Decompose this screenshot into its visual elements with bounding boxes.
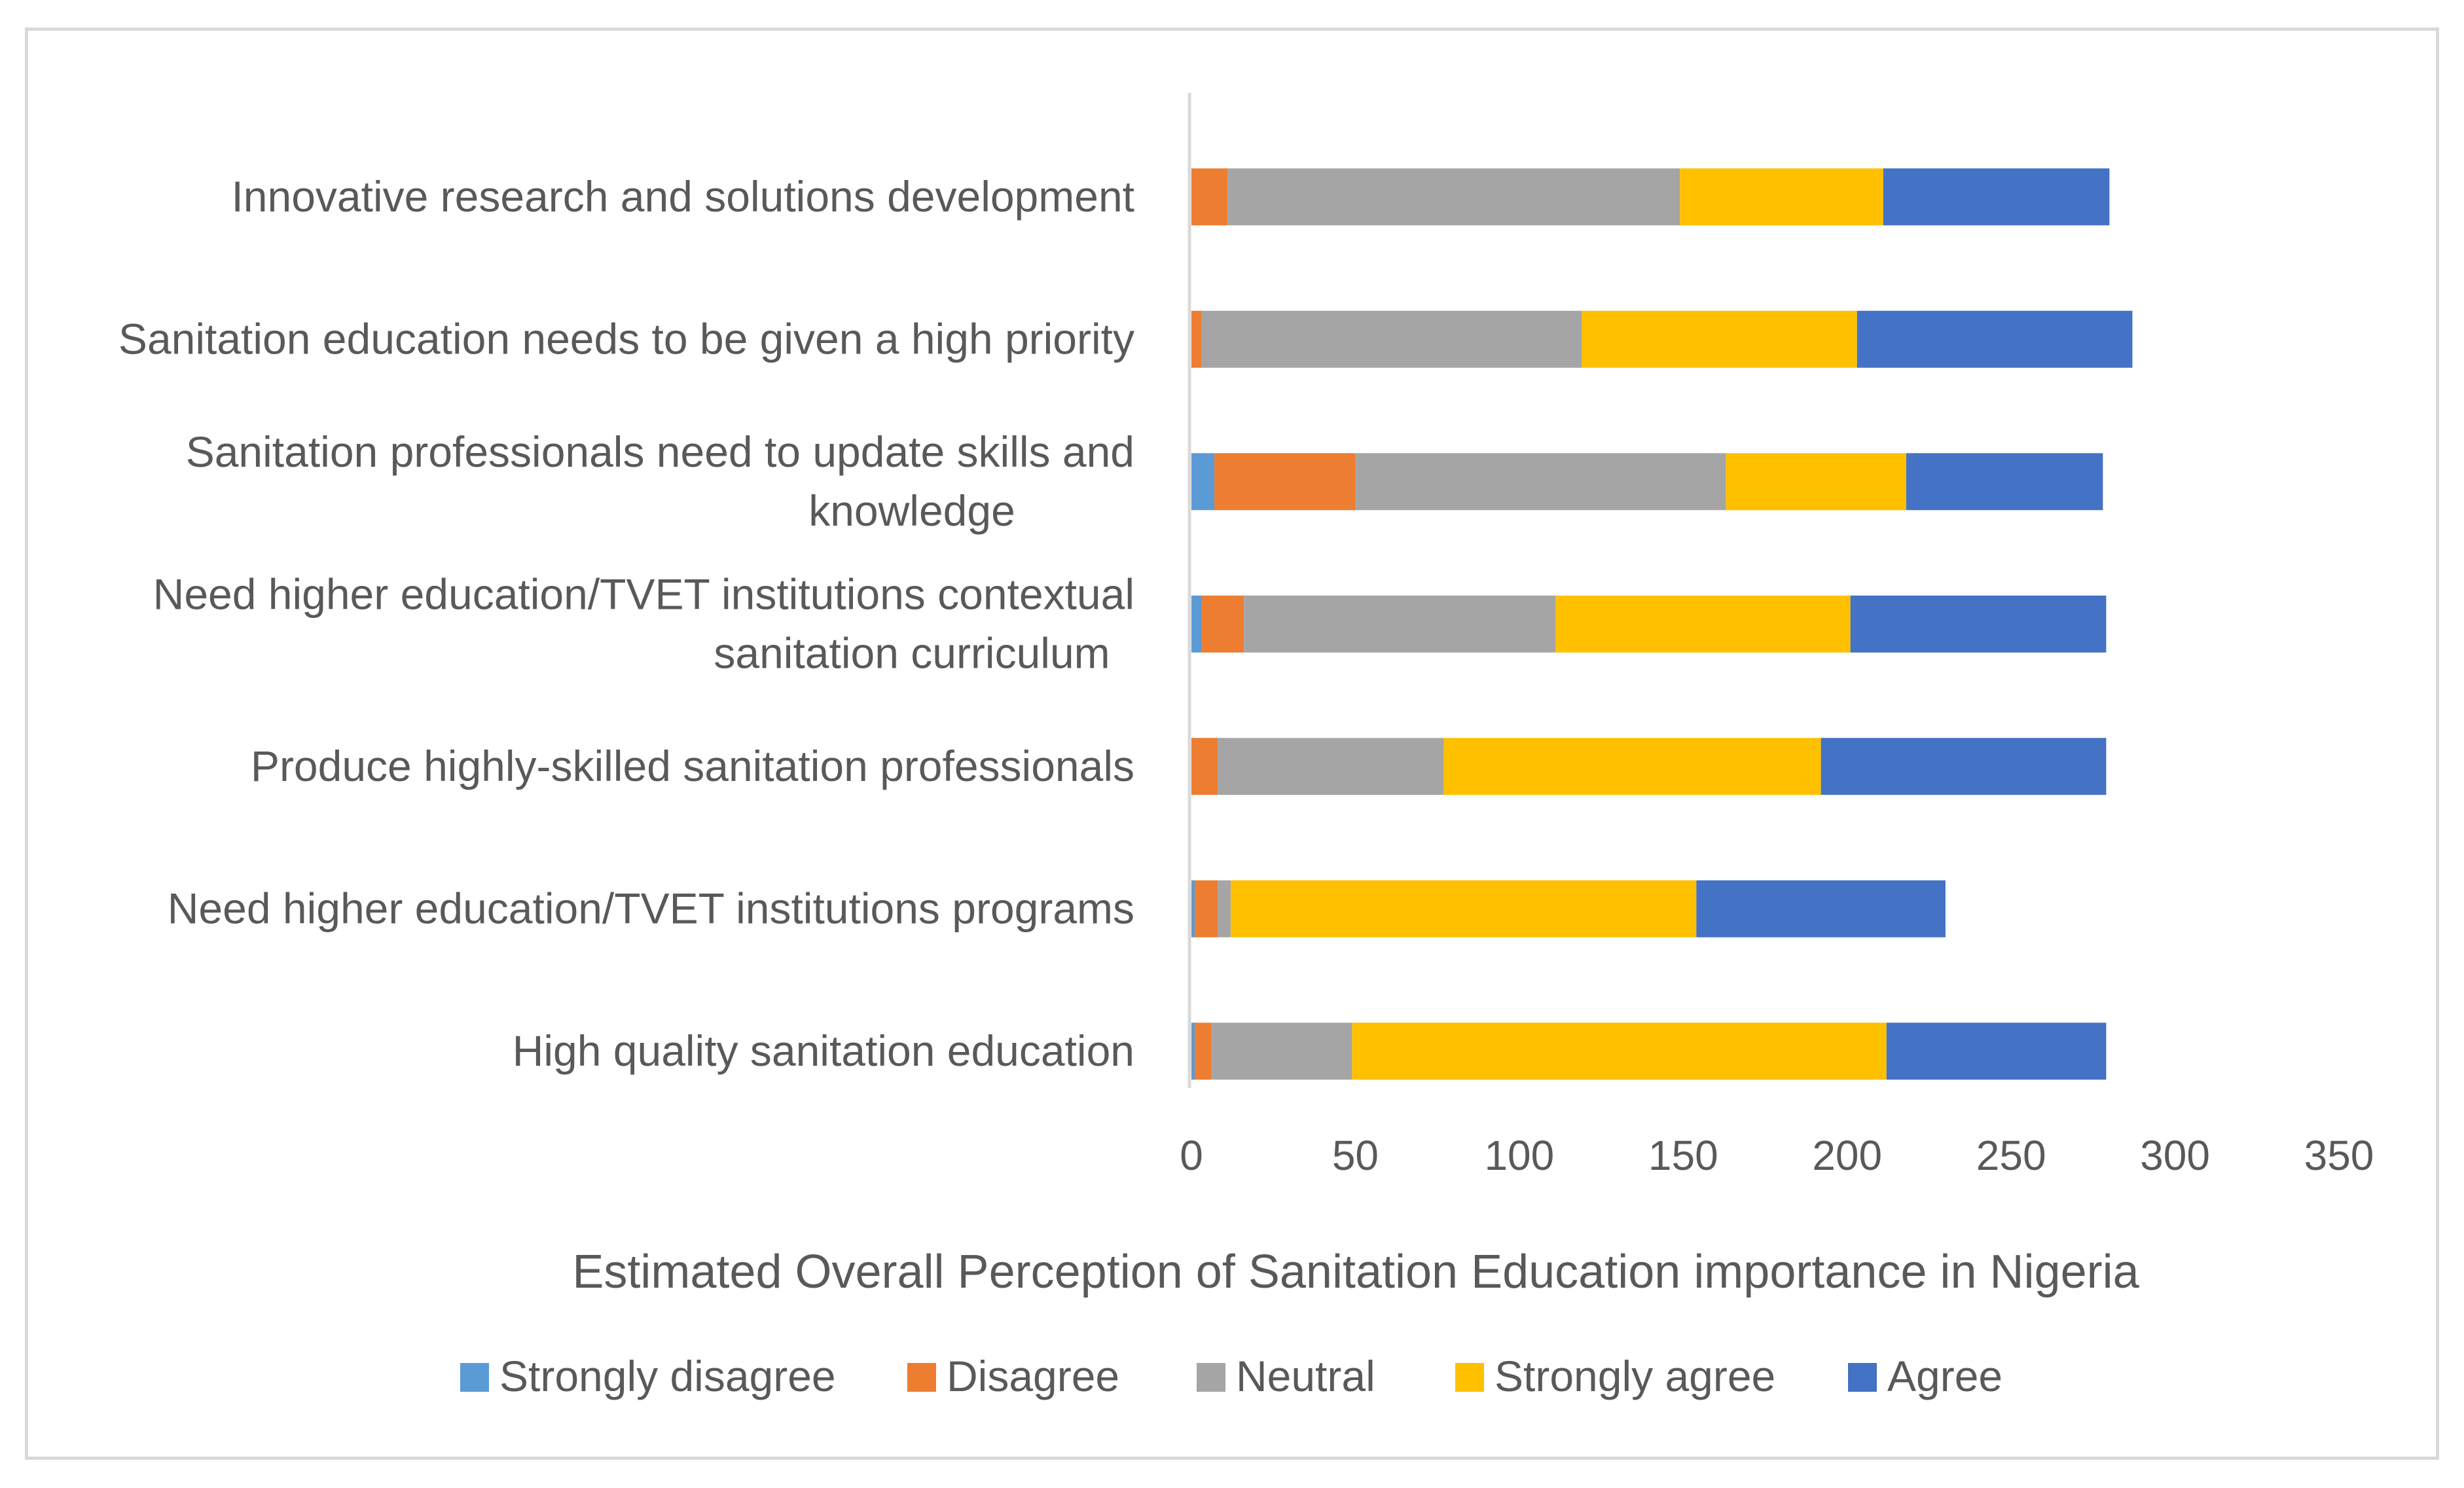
- x-tick-0: 0: [1180, 1132, 1203, 1179]
- bar-strongly-agree-row-1: [1680, 168, 1883, 226]
- bar-agree-row-5: [1821, 738, 2107, 795]
- bar-disagree-row-2: [1191, 310, 1202, 368]
- legend: Strongly disagree Disagree Neutral Strongly…: [460, 1352, 2002, 1400]
- legend-label-agree: Agree: [1887, 1352, 2002, 1400]
- bars: [1191, 168, 2133, 1080]
- x-tick-labels: 0 50 100 150 200 250 300 350: [1180, 1132, 2374, 1179]
- bar-agree-row-3: [1906, 453, 2103, 511]
- legend-label-strongly-disagree: Strongly disagree: [499, 1352, 836, 1400]
- bar-disagree-row-7: [1195, 1023, 1212, 1080]
- category-label-5: Produce highly-skilled sanitation profes…: [251, 742, 1134, 790]
- legend-swatch-agree: [1848, 1363, 1877, 1392]
- x-tick-50: 50: [1332, 1132, 1379, 1179]
- category-label-4: Need higher education/TVET institutions …: [153, 570, 1134, 677]
- category-label-2: Sanitation education needs to be given a…: [118, 314, 1134, 363]
- x-tick-150: 150: [1648, 1132, 1718, 1179]
- category-label-4-line-1: Need higher education/TVET institutions …: [153, 570, 1134, 618]
- category-label-6: Need higher education/TVET institutions …: [168, 884, 1134, 932]
- bar-neutral-row-5: [1218, 738, 1444, 795]
- legend-swatch-neutral: [1197, 1363, 1225, 1392]
- x-tick-200: 200: [1812, 1132, 1882, 1179]
- category-label-7: High quality sanitation education: [513, 1026, 1134, 1075]
- chart-frame: Innovative research and solutions develo…: [25, 27, 2439, 1460]
- bar-neutral-row-6: [1218, 880, 1231, 937]
- legend-label-strongly-agree: Strongly agree: [1495, 1352, 1775, 1400]
- bar-strongly-agree-row-7: [1352, 1023, 1887, 1080]
- bar-strongly-agree-row-6: [1231, 880, 1697, 937]
- x-tick-350: 350: [2304, 1132, 2374, 1179]
- x-tick-100: 100: [1484, 1132, 1554, 1179]
- bar-neutral-row-3: [1355, 453, 1726, 511]
- x-tick-250: 250: [1976, 1132, 2046, 1179]
- bar-disagree-row-3: [1214, 453, 1356, 511]
- stacked-bar-chart: Innovative research and solutions develo…: [118, 93, 2374, 1400]
- x-tick-300: 300: [2140, 1132, 2210, 1179]
- bar-disagree-row-6: [1195, 880, 1218, 937]
- bar-agree-row-1: [1883, 168, 2110, 226]
- legend-swatch-disagree: [907, 1363, 936, 1392]
- bar-disagree-row-1: [1191, 168, 1228, 226]
- bar-disagree-row-5: [1191, 738, 1218, 795]
- x-axis-title: Estimated Overall Perception of Sanitati…: [572, 1246, 2139, 1298]
- bar-neutral-row-2: [1201, 310, 1582, 368]
- category-label-3-line-1: Sanitation professionals need to update …: [186, 427, 1134, 476]
- category-label-3-line-2: knowledge: [808, 486, 1015, 535]
- bar-agree-row-7: [1886, 1023, 2107, 1080]
- bar-strongly-agree-row-3: [1726, 453, 1906, 511]
- legend-swatch-strongly-disagree: [460, 1363, 489, 1392]
- bar-strongly-disagree-row-3: [1191, 453, 1215, 511]
- bar-neutral-row-4: [1244, 595, 1555, 653]
- legend-label-neutral: Neutral: [1236, 1352, 1375, 1400]
- bar-agree-row-2: [1857, 310, 2133, 368]
- category-labels: Innovative research and solutions develo…: [118, 172, 1134, 1075]
- bar-strongly-agree-row-4: [1555, 595, 1851, 653]
- bar-strongly-disagree-row-7: [1191, 1023, 1195, 1080]
- bar-strongly-disagree-row-4: [1191, 595, 1202, 653]
- bar-strongly-agree-row-2: [1582, 310, 1857, 368]
- bar-neutral-row-7: [1211, 1023, 1352, 1080]
- legend-swatch-strongly-agree: [1455, 1363, 1484, 1392]
- legend-label-disagree: Disagree: [947, 1352, 1119, 1400]
- bar-strongly-agree-row-5: [1443, 738, 1821, 795]
- bar-strongly-disagree-row-6: [1191, 880, 1195, 937]
- bar-agree-row-4: [1850, 595, 2107, 653]
- category-label-4-line-2: sanitation curriculum: [714, 628, 1110, 677]
- bar-disagree-row-4: [1201, 595, 1244, 653]
- category-label-1: Innovative research and solutions develo…: [231, 172, 1134, 221]
- bar-agree-row-6: [1696, 880, 1946, 937]
- category-label-3: Sanitation professionals need to update …: [186, 427, 1134, 535]
- bar-neutral-row-1: [1227, 168, 1680, 226]
